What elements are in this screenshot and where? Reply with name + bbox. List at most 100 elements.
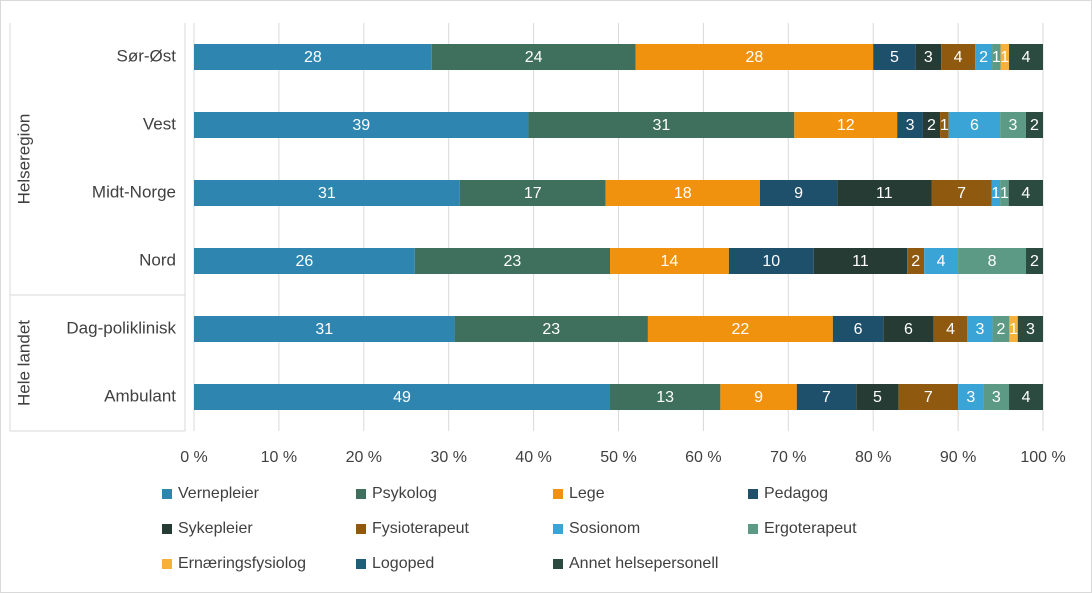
x-tick-label: 100 % [1020,449,1065,466]
data-label: 6 [904,321,913,338]
bar-row-midt-norge: 31 17 18 9 11 7 1 1 4 [194,180,1043,206]
data-label: 1 [940,117,949,134]
data-label: 23 [542,321,560,338]
x-tick-label: 30 % [430,449,466,466]
data-label: 1 [991,185,1000,202]
data-label: 24 [525,49,543,66]
bar-segment-sykepleier [837,180,932,206]
bar-segment-fysioterapeut [931,180,992,206]
data-label: 17 [524,185,542,202]
legend-swatch [553,524,563,534]
legend-label: Annet helsepersonell [569,555,718,572]
data-label: 7 [957,185,966,202]
bar-segment-ergoterapeut [992,44,1001,70]
bar-segment-fysioterapeut [933,316,968,342]
data-label: 2 [997,321,1006,338]
bar-segment-psykolog [459,180,606,206]
data-label: 3 [1026,321,1035,338]
data-label: 4 [937,253,946,270]
bar-segment-vernepleier [194,112,529,138]
legend-swatch [553,559,563,569]
bar-segment-lege [647,316,833,342]
data-label: 3 [906,117,915,134]
group-label-hele-landet: Hele landet [14,320,33,406]
data-label: 9 [794,185,803,202]
bar-segment-pedagog [897,112,923,138]
bar-segment-pedagog [796,384,857,410]
bar-segment-ergoterapeut [983,384,1010,410]
bar-segment-fysioterapeut [941,44,976,70]
category-axis-lines [9,23,186,432]
legend-label: Fysioterapeut [372,520,469,537]
bar-segment-sykepleier [883,316,934,342]
data-label: 39 [352,117,370,134]
data-label: 5 [873,389,882,406]
legend-item-ernaeringsfysiolog: Ernæringsfysiolog [162,555,306,572]
bar-segment-psykolog [414,248,611,274]
data-label: 2 [1030,253,1039,270]
legend-label: Vernepleier [178,485,260,502]
x-tick-label: 70 % [770,449,806,466]
bar-segment-pedagog [832,316,884,342]
bar-segment-ergoterapeut [1000,112,1026,138]
data-label: 7 [924,389,933,406]
bar-segment-sykepleier [915,44,942,70]
legend-swatch [748,489,758,499]
legend-label: Sykepleier [178,520,253,537]
legend-item-lege: Lege [553,485,605,502]
bar-segment-sykepleier [813,248,908,274]
legend-label: Ergoterapeut [764,520,857,537]
bar-segment-ernaeringsfysiolog [1009,316,1018,342]
bar-row-ambulant: 49 13 9 7 5 7 3 3 4 [194,384,1043,410]
legend-item-pedagog: Pedagog [748,485,828,502]
bar-segment-sosionom [948,112,1001,138]
bar-segment-vernepleier [194,384,611,410]
bar-segment-ergoterapeut [958,248,1027,274]
bar-segment-sykepleier [856,384,899,410]
bar-segment-sykepleier [922,112,941,138]
x-tick-label: 20 % [346,449,382,466]
x-tick-label: 50 % [600,449,636,466]
bar-segment-annet-helsepersonell [1009,384,1043,410]
bar-segment-annet-helsepersonell [1025,112,1043,138]
x-tick-label: 80 % [855,449,891,466]
legend-item-annet-helsepersonell: Annet helsepersonell [553,555,718,572]
data-label: 5 [890,49,899,66]
legend: Vernepleier Psykolog Lege Pedagog Sykepleier… [162,485,857,572]
data-label: 3 [1009,117,1018,134]
legend-label: Psykolog [372,485,437,502]
bar-segment-ernaeringsfysiolog [1000,44,1010,70]
bar-segment-ergoterapeut [1000,180,1009,206]
bar-segment-annet-helsepersonell [1008,180,1043,206]
bar-segment-lege [610,248,729,274]
bar-segment-lege [720,384,797,410]
legend-swatch [356,489,366,499]
legend-swatch [356,524,366,534]
bar-segment-sosionom [991,180,1001,206]
legend-swatch [162,559,172,569]
bar-row-sor-ost: 28 24 28 5 3 4 2 1 1 4 [194,44,1043,70]
x-tick-labels: 0 % 10 % 20 % 30 % 40 % 50 % 60 % 70 % 80 % 90 % 1… [180,449,1065,466]
legend-swatch [162,489,172,499]
legend-swatch [748,524,758,534]
bar-segment-annet-helsepersonell [1009,44,1043,70]
data-label: 3 [924,49,933,66]
group-label-helseregion: Helseregion [14,114,33,205]
data-label: 23 [503,253,521,270]
data-label: 3 [976,321,985,338]
bar-segment-fysioterapeut [907,248,925,274]
x-tick-label: 40 % [515,449,551,466]
bar-segment-fysioterapeut [940,112,949,138]
legend-swatch [553,489,563,499]
data-label: 26 [295,253,313,270]
legend-item-sykepleier: Sykepleier [162,520,253,537]
data-label: 22 [731,321,749,338]
bar-row-nord: 26 23 14 10 11 2 4 8 2 [194,248,1043,274]
group-labels: Helseregion Hele landet [14,114,33,406]
data-label: 2 [911,253,920,270]
bar-segment-pedagog [760,180,838,206]
legend-swatch [162,524,172,534]
data-label: 4 [1022,49,1031,66]
